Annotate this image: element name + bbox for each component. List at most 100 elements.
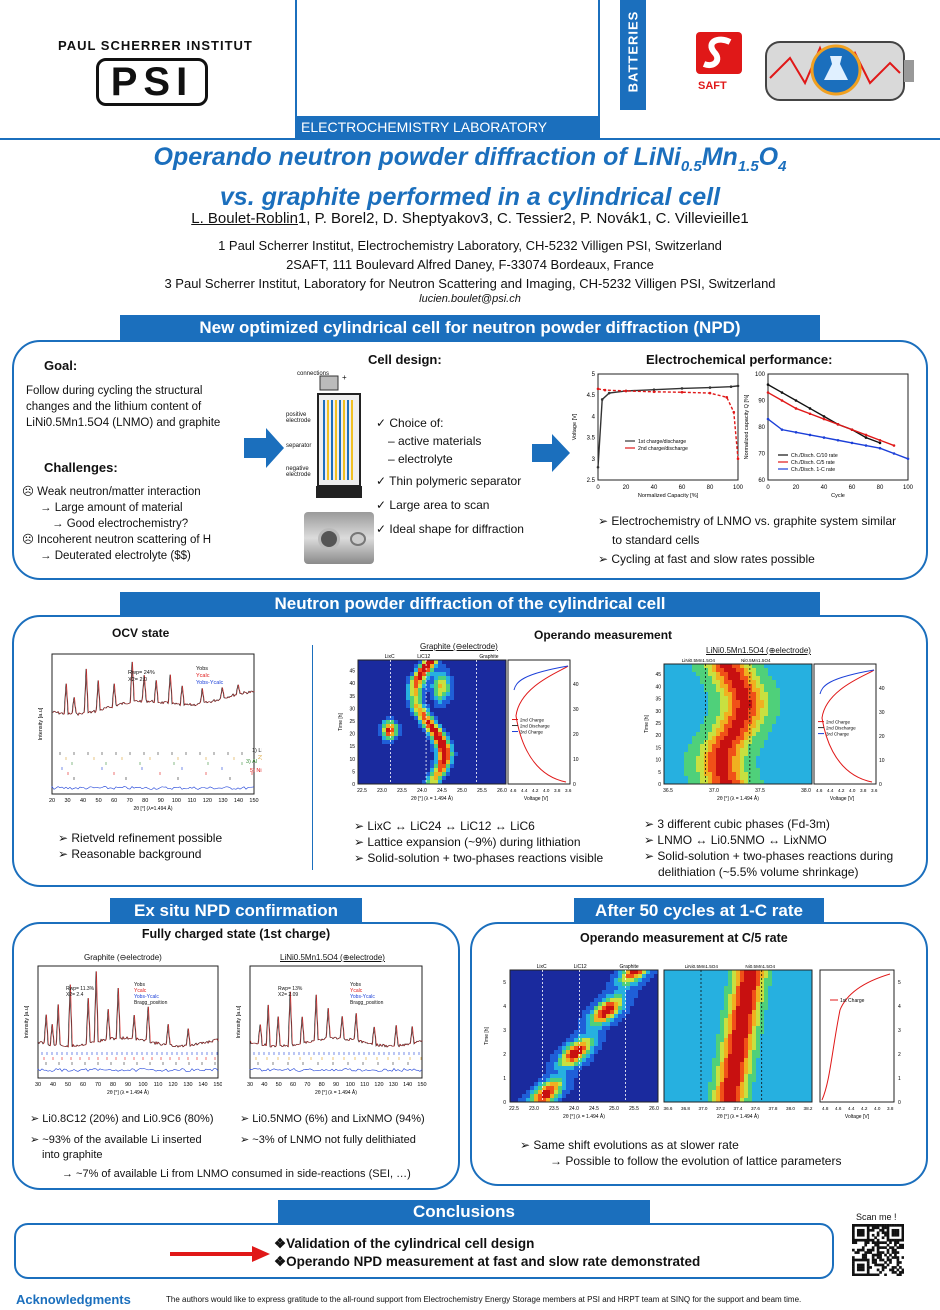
heatmap-cell — [788, 748, 792, 752]
heatmap-cell — [418, 680, 422, 684]
heatmap-cell — [708, 744, 712, 748]
challenges-list: ☹ Weak neutron/matter interaction → Larg… — [22, 484, 211, 564]
heatmap-cell — [780, 756, 784, 760]
x-axis-label: 2θ [°] (λ = 1.494 Å) — [315, 1089, 357, 1096]
exsitu-item: ➢ ~3% of LNMO not fully delithiated — [240, 1134, 416, 1146]
heatmap-cell — [728, 1090, 732, 1094]
heatmap-cell — [788, 672, 792, 676]
heatmap-cell — [614, 1002, 618, 1006]
heatmap-cell — [716, 664, 720, 668]
heatmap-cell — [736, 764, 740, 768]
heatmap-cell — [800, 1090, 804, 1094]
heatmap-cell — [394, 736, 398, 740]
heatmap-cell — [808, 708, 812, 712]
heatmap-cell — [614, 1022, 618, 1026]
title-part: Operando neutron powder diffraction of L… — [153, 143, 681, 171]
heatmap-cell — [808, 1082, 812, 1086]
heatmap-cell — [732, 732, 736, 736]
heatmap-cell — [696, 768, 700, 772]
lnmo-title: LiNi0.5Mn1.5O4 (⊕electrode) — [706, 646, 811, 655]
heatmap-cell — [772, 1086, 776, 1090]
heatmap-cell — [672, 680, 676, 684]
heatmap-cell — [538, 1094, 542, 1098]
heatmap-cell — [606, 982, 610, 986]
heatmap-cell — [728, 688, 732, 692]
heatmap-cell — [764, 756, 768, 760]
heatmap-cell — [692, 1070, 696, 1074]
heatmap-cell — [788, 1026, 792, 1030]
heatmap-cell — [736, 1022, 740, 1026]
heatmap-cell — [672, 756, 676, 760]
heatmap-cell — [808, 752, 812, 756]
heatmap-cell — [780, 1026, 784, 1030]
heatmap-cell — [668, 724, 672, 728]
heatmap-cell — [672, 1038, 676, 1042]
heatmap-cell — [594, 1006, 598, 1010]
heatmap-cell — [534, 1098, 538, 1102]
heatmap-cell — [780, 768, 784, 772]
heatmap-cell — [740, 724, 744, 728]
heatmap-cell — [692, 1086, 696, 1090]
qr-module — [871, 1253, 875, 1257]
x-tick-label: 37.6 — [751, 1106, 760, 1111]
heatmap-cell — [570, 1034, 574, 1038]
heatmap-cell — [732, 1002, 736, 1006]
qr-code[interactable] — [852, 1224, 904, 1276]
goal-title: Goal: — [44, 358, 78, 373]
heatmap-cell — [680, 986, 684, 990]
heatmap-cell — [768, 688, 772, 692]
heatmap-cell — [594, 1002, 598, 1006]
heatmap-cell — [756, 708, 760, 712]
x-tick-label: 38.0 — [786, 1106, 795, 1111]
x-tick-label: 50 — [65, 1082, 71, 1088]
heatmap-cell — [696, 1082, 700, 1086]
heatmap-cell — [804, 696, 808, 700]
heatmap-cell — [406, 692, 410, 696]
heatmap-cell — [720, 768, 724, 772]
heatmap-cell — [590, 1010, 594, 1014]
heatmap-cell — [696, 780, 700, 784]
x-tick-label: 25.5 — [477, 788, 487, 794]
heatmap-cell — [708, 676, 712, 680]
heatmap-cell — [784, 728, 788, 732]
qr-module — [864, 1253, 868, 1257]
heatmap-cell — [446, 752, 450, 756]
psi-logo: PSI — [96, 58, 208, 106]
qr-module — [876, 1241, 880, 1245]
legend-label: 2nd Discharge — [520, 724, 550, 729]
heatmap-cell — [542, 1082, 546, 1086]
heatmap-cell — [446, 756, 450, 760]
heatmap-cell — [772, 1094, 776, 1098]
heatmap-cell — [434, 716, 438, 720]
qr-module — [856, 1266, 860, 1269]
heatmap-cell — [768, 708, 772, 712]
heatmap-cell — [708, 728, 712, 732]
qr-module — [881, 1266, 885, 1269]
heatmap-cell — [776, 724, 780, 728]
heatmap-cell — [712, 1066, 716, 1070]
heatmap-cell — [792, 1082, 796, 1086]
heatmap-cell — [414, 684, 418, 688]
heatmap-cell — [688, 668, 692, 672]
heatmap-frame — [663, 969, 813, 1103]
heatmap-cell — [788, 752, 792, 756]
heatmap-cell — [728, 1066, 732, 1070]
heatmap-cell — [756, 740, 760, 744]
heatmap-cell — [768, 720, 772, 724]
heatmap-cell — [776, 974, 780, 978]
x-tick-label: 40 — [80, 798, 86, 804]
heatmap-cell — [740, 1078, 744, 1082]
heatmap-cell — [526, 1098, 530, 1102]
heatmap-cell — [664, 764, 668, 768]
qr-module — [856, 1268, 860, 1272]
heatmap-cell — [672, 1058, 676, 1062]
heatmap-cell — [676, 1006, 680, 1010]
heatmap-cell — [772, 704, 776, 708]
heatmap-cell — [756, 680, 760, 684]
heatmap-cell — [740, 728, 744, 732]
heatmap-cell — [764, 1098, 768, 1102]
heatmap-cell — [450, 680, 454, 684]
heatmap-cell — [562, 1046, 566, 1050]
heatmap-cell — [772, 1062, 776, 1066]
heatmap-cell — [708, 986, 712, 990]
